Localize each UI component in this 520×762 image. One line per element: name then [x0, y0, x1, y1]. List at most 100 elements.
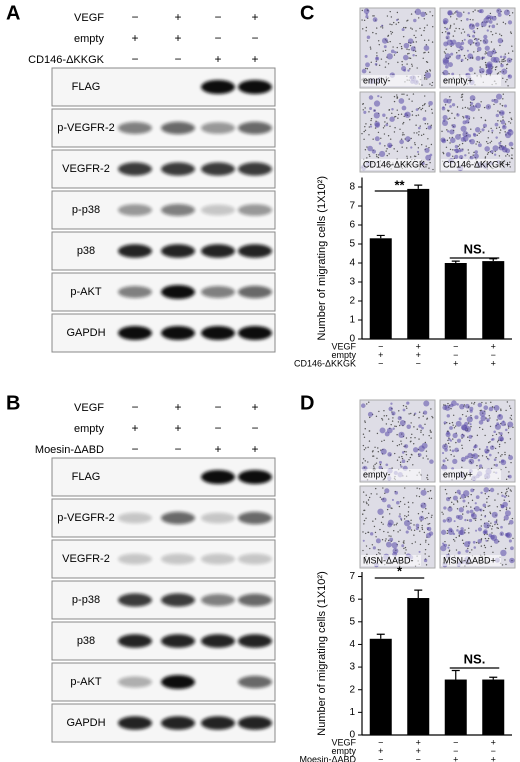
micrograph-pore	[418, 411, 421, 413]
micrograph-cell	[502, 420, 505, 423]
micrograph-pore	[383, 125, 386, 127]
micrograph-pore	[444, 488, 447, 491]
micrograph-pore	[418, 134, 420, 136]
micrograph-pore	[484, 537, 487, 540]
micrograph-cell	[394, 491, 399, 495]
micrograph-pore	[485, 64, 487, 66]
micrograph-pore	[374, 127, 377, 129]
micrograph-pore	[390, 535, 392, 537]
micrograph-cell	[460, 493, 466, 499]
micrograph-pore	[489, 511, 491, 513]
micrograph-pore	[466, 59, 469, 61]
significance-label: NS.	[464, 651, 486, 666]
micrograph-pore	[398, 410, 400, 412]
blot-band	[201, 326, 235, 340]
blot-band	[201, 122, 235, 134]
micrograph-pore	[452, 149, 454, 151]
micrograph-pore	[453, 455, 455, 457]
micrograph-pore	[511, 157, 513, 160]
caption-bg	[361, 555, 421, 566]
micrograph-cell	[493, 56, 500, 64]
micrograph-cell	[456, 529, 459, 532]
micrograph-cell	[478, 464, 483, 468]
micrograph-cell	[481, 128, 485, 132]
micrograph-cell	[504, 510, 511, 517]
micrograph-pore	[380, 26, 382, 28]
micrograph-pore	[403, 547, 405, 550]
micrograph-pore	[424, 553, 426, 555]
micrograph-cell	[493, 538, 499, 544]
treatment-sign: −	[378, 754, 383, 762]
micrograph-cell	[407, 69, 410, 72]
treatment-label: empty	[74, 33, 104, 45]
micrograph-pore	[399, 461, 402, 464]
micrograph-pore	[453, 23, 455, 25]
micrograph-pore	[405, 451, 407, 453]
micrograph-pore	[417, 147, 420, 149]
micrograph-pore	[383, 439, 385, 442]
treatment-label: empty	[331, 350, 356, 360]
micrograph-pore	[491, 528, 493, 530]
micrograph-pore	[468, 527, 470, 529]
micrograph-cell	[480, 415, 487, 422]
micrograph-cell	[468, 458, 475, 465]
micrograph-pore	[507, 52, 510, 54]
micrograph-pore	[480, 131, 482, 133]
micrograph-pore	[492, 434, 494, 437]
micrograph-pore	[483, 544, 486, 547]
micrograph-pore	[420, 429, 422, 432]
micrograph-pore	[502, 162, 504, 165]
blot-band	[201, 716, 235, 730]
micrograph-pore	[427, 138, 429, 140]
micrograph-cell	[508, 129, 512, 132]
micrograph-cell	[510, 546, 514, 551]
micrograph-pore	[407, 511, 410, 513]
micrograph-pore	[505, 507, 508, 509]
micrograph-cell	[381, 37, 388, 44]
treatment-sign: −	[174, 442, 181, 456]
micrograph-pore	[496, 419, 498, 421]
micrograph-cell	[466, 510, 470, 514]
bar	[444, 679, 467, 735]
micrograph-pore	[396, 522, 398, 524]
micrograph-pore	[481, 428, 484, 431]
micrograph-pore	[425, 450, 428, 452]
micrograph-pore	[415, 30, 417, 32]
treatment-sign: −	[453, 746, 458, 756]
micrograph-cell	[477, 539, 482, 544]
micrograph-cell	[472, 34, 475, 38]
y-tick-label: 7	[349, 571, 355, 582]
micrograph-pore	[420, 134, 423, 137]
micrograph-pore	[426, 417, 429, 419]
micrograph-pore	[459, 497, 462, 499]
micrograph-cell	[383, 45, 387, 49]
micrograph-cell	[464, 403, 470, 409]
micrograph-pore	[509, 122, 512, 124]
blot-band	[118, 326, 152, 340]
micrograph-pore	[402, 123, 404, 125]
blot-label: p-p38	[72, 594, 100, 606]
significance-label: **	[394, 177, 405, 192]
micrograph-pore	[456, 18, 458, 20]
micrograph-pore	[413, 155, 416, 157]
micrograph-cell	[429, 153, 433, 157]
micrograph-pore	[479, 426, 481, 429]
micrograph-pore	[429, 70, 432, 72]
micrograph-pore	[505, 81, 507, 83]
micrograph-cell	[387, 452, 392, 457]
micrograph-cell	[472, 30, 476, 33]
micrograph-pore	[510, 414, 513, 417]
micrograph-pore	[409, 156, 412, 158]
micrograph-cell	[372, 546, 376, 550]
blot-band	[118, 553, 152, 565]
micrograph-pore	[467, 436, 469, 438]
error-bar	[376, 234, 385, 239]
micrograph-pore	[504, 145, 507, 147]
micrograph-cell	[386, 53, 393, 60]
micrograph-pore	[490, 401, 492, 404]
micrograph-pore	[507, 427, 510, 429]
micrograph-pore	[480, 525, 483, 527]
micrograph-pore	[431, 108, 433, 111]
micrograph-cell	[391, 107, 394, 111]
micrograph-pore	[401, 47, 403, 50]
